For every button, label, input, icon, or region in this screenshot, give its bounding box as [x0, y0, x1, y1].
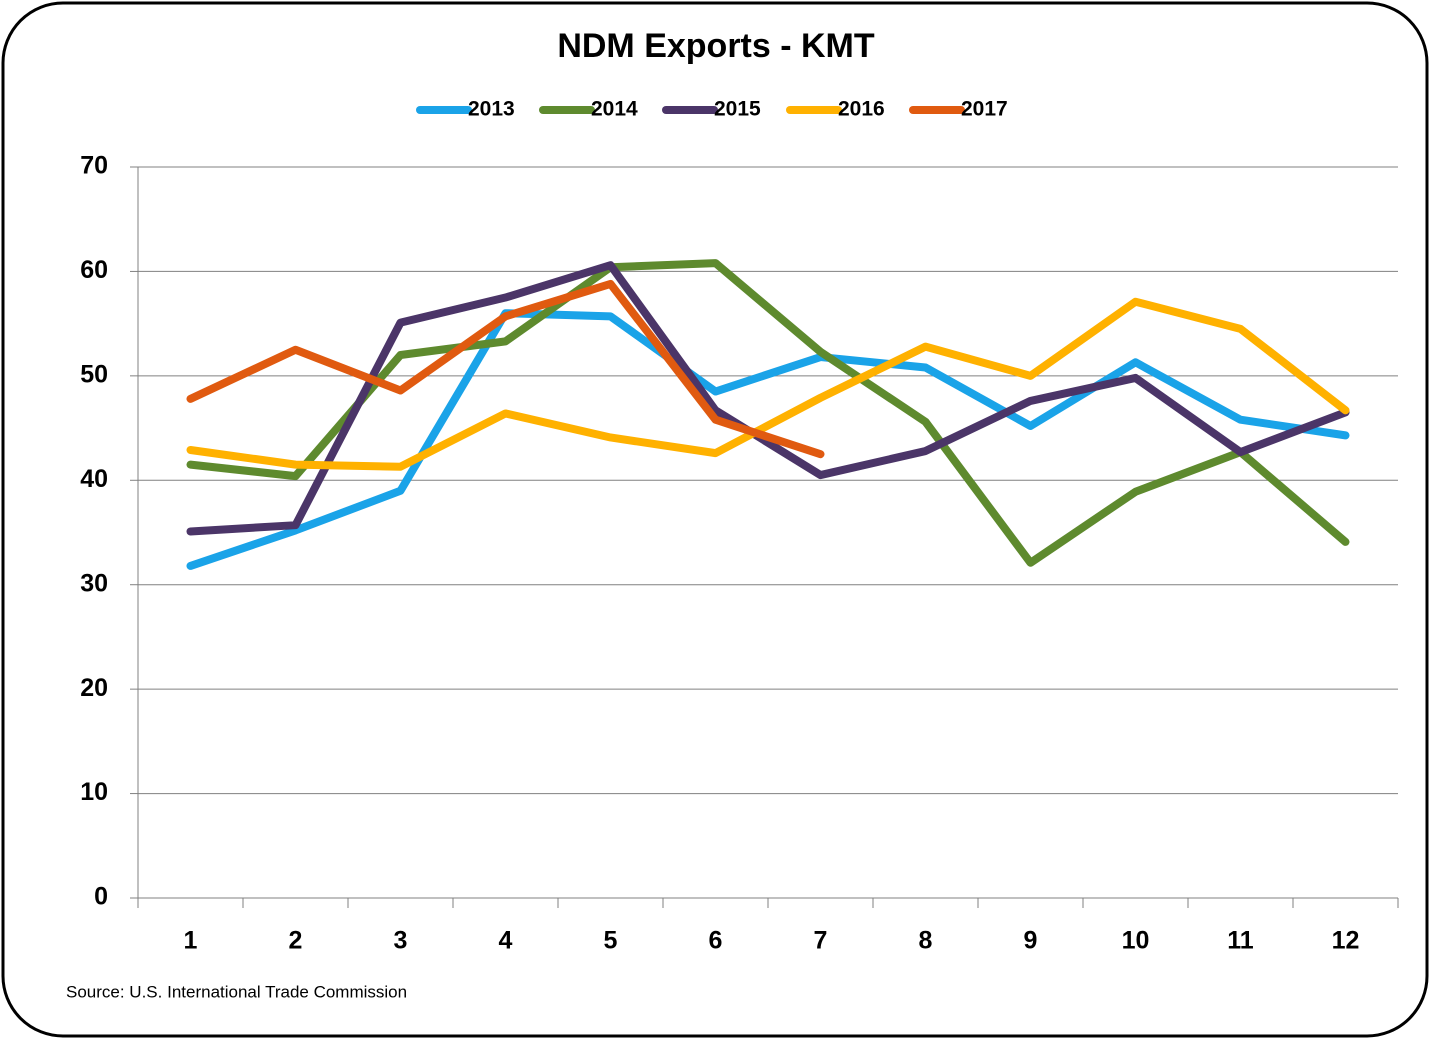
- x-tick-label: 11: [1227, 927, 1254, 955]
- series-line: [186, 297, 1350, 471]
- y-tick-label: 60: [80, 256, 108, 284]
- series-line: [186, 259, 1350, 567]
- x-tick-label: 8: [919, 927, 933, 955]
- y-tick-label: 0: [94, 883, 108, 911]
- x-tick-label: 7: [814, 927, 828, 955]
- y-tick-label: 70: [80, 152, 108, 180]
- x-tick-label: 6: [709, 927, 723, 955]
- series-line: [186, 309, 1350, 570]
- y-tick-label: 50: [80, 360, 108, 388]
- y-tick-label: 30: [80, 569, 108, 597]
- x-tick-label: 9: [1024, 927, 1038, 955]
- x-tick-label: 3: [394, 927, 408, 955]
- series-line: [186, 279, 825, 459]
- legend-label: 2017: [961, 98, 1008, 121]
- legend-label: 2014: [591, 98, 638, 121]
- x-tick-label: 12: [1332, 927, 1360, 955]
- x-tick-label: 4: [499, 927, 513, 955]
- y-tick-label: 40: [80, 465, 108, 493]
- source-note: Source: U.S. International Trade Commiss…: [66, 982, 407, 1001]
- y-tick-label: 20: [80, 674, 108, 702]
- legend-label: 2016: [838, 98, 885, 121]
- x-tick-label: 5: [604, 927, 618, 955]
- series-line: [186, 261, 1350, 536]
- legend-label: 2013: [468, 98, 515, 121]
- legend-label: 2015: [714, 98, 761, 121]
- x-tick-label: 1: [184, 927, 198, 955]
- chart-title: NDM Exports - KMT: [557, 27, 875, 65]
- x-tick-label: 2: [289, 927, 303, 955]
- y-tick-label: 10: [80, 778, 108, 806]
- x-tick-label: 10: [1122, 927, 1150, 955]
